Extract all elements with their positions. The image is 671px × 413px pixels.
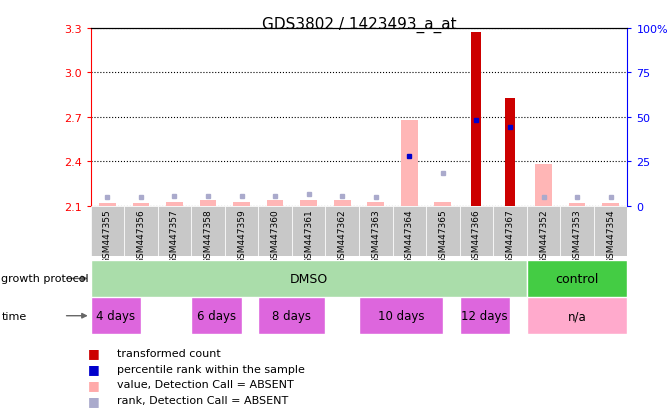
Text: 10 days: 10 days bbox=[378, 309, 424, 323]
Text: GSM447359: GSM447359 bbox=[237, 209, 246, 263]
Bar bbox=[99, 204, 116, 206]
Bar bbox=[535, 165, 552, 206]
Bar bbox=[191, 297, 242, 335]
Bar bbox=[258, 206, 292, 256]
Bar bbox=[603, 204, 619, 206]
Text: 12 days: 12 days bbox=[462, 309, 508, 323]
Bar bbox=[166, 202, 183, 206]
Bar bbox=[359, 206, 393, 256]
Bar bbox=[568, 204, 585, 206]
Bar bbox=[234, 202, 250, 206]
Bar bbox=[91, 260, 527, 297]
Text: GSM447353: GSM447353 bbox=[572, 209, 582, 263]
Bar bbox=[505, 98, 515, 206]
Bar bbox=[91, 297, 141, 335]
Text: ■: ■ bbox=[88, 378, 100, 391]
Text: 4 days: 4 days bbox=[96, 309, 136, 323]
Bar bbox=[594, 206, 627, 256]
Bar bbox=[124, 206, 158, 256]
Bar bbox=[292, 206, 325, 256]
Text: GSM447362: GSM447362 bbox=[338, 209, 347, 263]
Bar bbox=[133, 204, 150, 206]
Bar bbox=[359, 297, 443, 335]
Bar bbox=[460, 297, 510, 335]
Bar bbox=[225, 206, 258, 256]
Bar bbox=[266, 201, 283, 206]
Text: GSM447365: GSM447365 bbox=[438, 209, 448, 263]
Bar bbox=[368, 202, 384, 206]
Bar bbox=[301, 201, 317, 206]
Text: ■: ■ bbox=[88, 347, 100, 360]
Text: percentile rank within the sample: percentile rank within the sample bbox=[117, 364, 305, 374]
Bar bbox=[527, 206, 560, 256]
Bar bbox=[325, 206, 359, 256]
Bar bbox=[471, 33, 482, 206]
Text: control: control bbox=[556, 272, 599, 285]
Text: GSM447358: GSM447358 bbox=[203, 209, 213, 263]
Bar bbox=[334, 201, 350, 206]
Text: 8 days: 8 days bbox=[272, 309, 311, 323]
Text: GSM447354: GSM447354 bbox=[606, 209, 615, 263]
Bar bbox=[158, 206, 191, 256]
Bar bbox=[527, 297, 627, 335]
Text: GSM447355: GSM447355 bbox=[103, 209, 112, 263]
Text: 6 days: 6 days bbox=[197, 309, 236, 323]
Text: GSM447364: GSM447364 bbox=[405, 209, 414, 263]
Bar bbox=[258, 297, 325, 335]
Text: rank, Detection Call = ABSENT: rank, Detection Call = ABSENT bbox=[117, 395, 289, 405]
Text: GSM447366: GSM447366 bbox=[472, 209, 481, 263]
Bar bbox=[493, 206, 527, 256]
Text: DMSO: DMSO bbox=[289, 272, 328, 285]
Bar bbox=[191, 206, 225, 256]
Text: GSM447367: GSM447367 bbox=[505, 209, 515, 263]
Bar bbox=[91, 206, 124, 256]
Text: GSM447363: GSM447363 bbox=[371, 209, 380, 263]
Text: growth protocol: growth protocol bbox=[1, 274, 89, 284]
Text: GSM447360: GSM447360 bbox=[270, 209, 280, 263]
Bar bbox=[393, 206, 426, 256]
Bar bbox=[401, 121, 417, 206]
Text: GSM447361: GSM447361 bbox=[304, 209, 313, 263]
Text: time: time bbox=[1, 311, 27, 321]
Bar bbox=[200, 201, 216, 206]
Text: GSM447352: GSM447352 bbox=[539, 209, 548, 263]
Text: GSM447356: GSM447356 bbox=[136, 209, 146, 263]
Text: ■: ■ bbox=[88, 362, 100, 375]
Text: GDS3802 / 1423493_a_at: GDS3802 / 1423493_a_at bbox=[262, 17, 456, 33]
Bar bbox=[426, 206, 460, 256]
Text: GSM447357: GSM447357 bbox=[170, 209, 179, 263]
Bar bbox=[460, 206, 493, 256]
Text: value, Detection Call = ABSENT: value, Detection Call = ABSENT bbox=[117, 380, 294, 389]
Text: ■: ■ bbox=[88, 394, 100, 407]
Bar bbox=[527, 260, 627, 297]
Text: transformed count: transformed count bbox=[117, 348, 221, 358]
Bar bbox=[560, 206, 594, 256]
Text: n/a: n/a bbox=[568, 309, 586, 323]
Bar bbox=[435, 202, 451, 206]
